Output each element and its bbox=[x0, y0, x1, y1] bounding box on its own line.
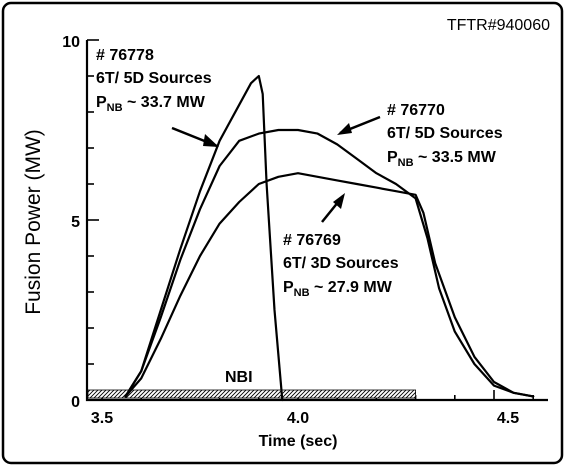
nbi-label: NBI bbox=[225, 369, 253, 386]
arrowhead-76769 bbox=[333, 193, 345, 209]
annotation-76769: # 76769 6T/ 3D Sources PNB ~ 27.9 MW bbox=[283, 232, 399, 299]
shot-76769-label: # 76769 bbox=[283, 232, 341, 249]
x-tick-label-3-5: 3.5 bbox=[91, 410, 113, 427]
series-76769-line bbox=[124, 172, 535, 398]
annotation-76778: # 76778 6T/ 5D Sources PNB ~ 33.7 MW bbox=[96, 47, 212, 114]
shot-76778-label: # 76778 bbox=[96, 47, 154, 64]
pnb-76778-label: PNB ~ 33.7 MW bbox=[96, 94, 206, 114]
y-axis-label: Fusion Power (MW) bbox=[22, 129, 45, 315]
pnb-76770-label: PNB ~ 33.5 MW bbox=[387, 149, 497, 169]
series-76778-line bbox=[124, 74, 284, 402]
y-tick-label-10: 10 bbox=[62, 34, 80, 51]
x-tick-label-4-5: 4.5 bbox=[497, 410, 519, 427]
annotation-76770: # 76770 6T/ 5D Sources PNB ~ 33.5 MW bbox=[387, 102, 503, 169]
nbi-bar bbox=[87, 389, 417, 399]
sources-76778-label: 6T/ 5D Sources bbox=[96, 70, 212, 87]
arrowhead-76778 bbox=[203, 134, 219, 147]
series-76770-line bbox=[124, 128, 535, 398]
y-tick-label-0: 0 bbox=[71, 394, 80, 411]
sources-76769-label: 6T/ 3D Sources bbox=[283, 255, 399, 272]
arrowhead-76770 bbox=[337, 123, 352, 135]
x-tick-label-4-0: 4.0 bbox=[287, 410, 309, 427]
sources-76770-label: 6T/ 5D Sources bbox=[387, 125, 503, 142]
shot-76770-label: # 76770 bbox=[387, 102, 445, 119]
x-axis-label: Time (sec) bbox=[259, 433, 338, 450]
pnb-76769-label: PNB ~ 27.9 MW bbox=[283, 279, 393, 299]
corner-shot-label: TFTR#940060 bbox=[447, 17, 550, 34]
y-tick-label-5: 5 bbox=[71, 214, 80, 231]
series-layer bbox=[124, 74, 535, 402]
